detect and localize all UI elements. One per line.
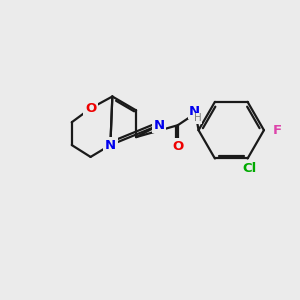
Text: O: O <box>85 102 96 115</box>
Text: F: F <box>272 124 281 137</box>
Text: Cl: Cl <box>242 162 257 175</box>
Text: O: O <box>172 140 183 152</box>
Text: N: N <box>189 105 200 118</box>
Text: H: H <box>194 113 201 123</box>
Text: N: N <box>105 139 116 152</box>
Text: N: N <box>153 119 164 132</box>
